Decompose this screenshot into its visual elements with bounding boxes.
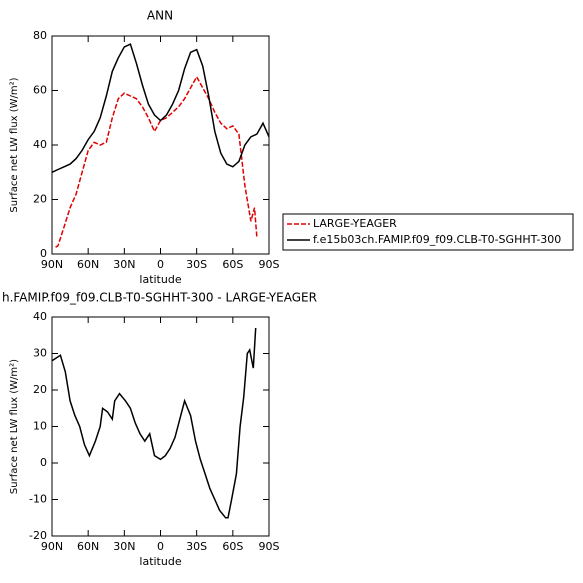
y-tick-label: -10	[29, 493, 47, 506]
y-tick-label: 80	[33, 29, 47, 42]
legend-box	[282, 213, 574, 251]
y-tick-label: 10	[33, 420, 47, 433]
data-line	[51, 327, 257, 519]
legend-label: LARGE-YEAGER	[313, 217, 397, 230]
data-line	[51, 43, 270, 173]
x-tick-label: 60S	[222, 258, 243, 271]
x-tick-label: 30N	[113, 540, 135, 553]
y-tick-label: 60	[33, 84, 47, 97]
x-tick-label: 30S	[186, 540, 207, 553]
y-tick-label: 40	[33, 310, 47, 323]
y-tick-label: 20	[33, 193, 47, 206]
y-tick-label: 30	[33, 347, 47, 360]
x-tick-label: 30S	[186, 258, 207, 271]
x-tick-label: 0	[157, 540, 164, 553]
x-tick-label: 30N	[113, 258, 135, 271]
y-tick-label: -20	[29, 529, 47, 542]
y-tick-label: 20	[33, 383, 47, 396]
x-tick-label: 90N	[41, 258, 63, 271]
y-tick-label: 0	[40, 247, 47, 260]
x-axis-label: latitude	[139, 273, 181, 286]
x-tick-label: 60S	[222, 540, 243, 553]
x-tick-label: 60N	[77, 540, 99, 553]
plot-frame	[51, 316, 270, 537]
y-axis-label: Surface net LW flux (W/m²)	[9, 77, 20, 212]
x-tick-label: 90S	[259, 540, 280, 553]
legend-label: f.e15b03ch.FAMIP.f09_f09.CLB-T0-SGHHT-30…	[313, 233, 561, 246]
chart-title: ANN	[147, 9, 173, 23]
x-tick-label: 90S	[259, 258, 280, 271]
y-axis-label: Surface net LW flux (W/m²)	[9, 359, 20, 494]
x-tick-label: 60N	[77, 258, 99, 271]
data-line	[55, 75, 258, 248]
y-tick-label: 0	[40, 456, 47, 469]
y-tick-label: 40	[33, 138, 47, 151]
x-tick-label: 90N	[41, 540, 63, 553]
x-tick-label: 0	[157, 258, 164, 271]
x-axis-label: latitude	[139, 555, 181, 568]
chart-title: h.FAMIP.f09_f09.CLB-T0-SGHHT-300 - LARGE…	[2, 291, 317, 305]
